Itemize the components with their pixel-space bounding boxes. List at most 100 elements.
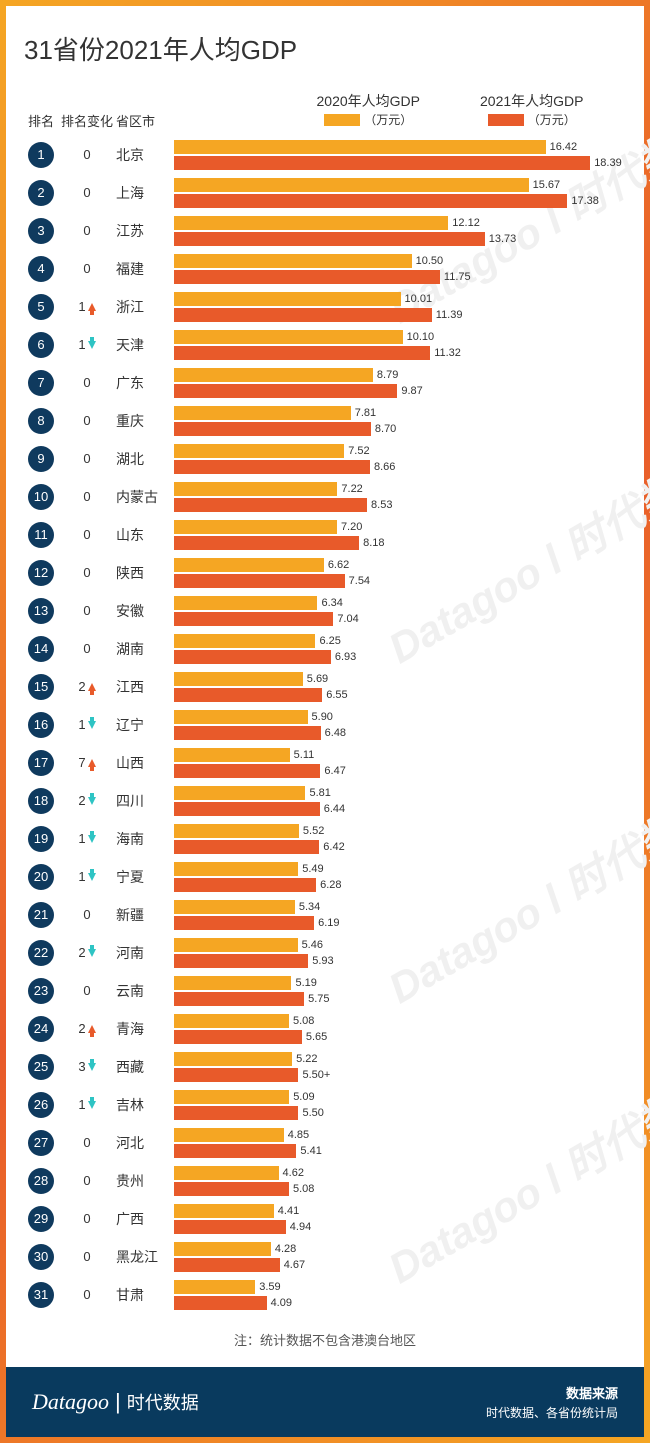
bars-cell: 6.627.54 — [174, 556, 626, 589]
value-2020: 10.50 — [416, 255, 444, 267]
value-2021: 7.04 — [337, 613, 358, 625]
arrow-down-icon — [88, 797, 96, 805]
bars-cell: 4.855.41 — [174, 1126, 626, 1159]
chart-title: 31省份2021年人均GDP — [24, 30, 626, 67]
bar-2020 — [174, 976, 291, 990]
data-row: 310甘肃3.594.09 — [24, 1278, 626, 1311]
rank-change: 2 — [58, 793, 116, 808]
value-2021: 11.75 — [444, 271, 471, 283]
province-name: 陕西 — [116, 563, 174, 583]
column-headers: 排名 排名变化 省区市 — [24, 111, 174, 138]
legend-2020-unit: （万元） — [364, 111, 412, 128]
bar-2021 — [174, 916, 314, 930]
value-2020: 5.19 — [295, 977, 316, 989]
province-name: 内蒙古 — [116, 487, 174, 507]
bar-2020 — [174, 330, 403, 344]
province-name: 河南 — [116, 943, 174, 963]
rank-change: 0 — [58, 147, 116, 162]
legend-2021: 2021年人均GDP （万元） — [480, 91, 583, 128]
value-2020: 10.10 — [407, 331, 435, 343]
province-name: 四川 — [116, 791, 174, 811]
value-2020: 7.52 — [348, 445, 369, 457]
value-2020: 7.20 — [341, 521, 362, 533]
bars-cell: 12.1213.73 — [174, 214, 626, 247]
rank-badge: 21 — [28, 902, 54, 928]
value-2021: 5.93 — [312, 955, 333, 967]
bar-2021 — [174, 1296, 267, 1310]
data-row: 191海南5.526.42 — [24, 822, 626, 855]
bars-cell: 7.208.18 — [174, 518, 626, 551]
province-name: 云南 — [116, 981, 174, 1001]
bar-2021 — [174, 460, 370, 474]
value-2020: 4.28 — [275, 1243, 296, 1255]
arrow-down-icon — [88, 873, 96, 881]
data-row: 110山东7.208.18 — [24, 518, 626, 551]
data-row: 100内蒙古7.228.53 — [24, 480, 626, 513]
data-row: 30江苏12.1213.73 — [24, 214, 626, 247]
rank-change: 0 — [58, 1173, 116, 1188]
value-2020: 5.09 — [293, 1091, 314, 1103]
value-2020: 5.08 — [293, 1015, 314, 1027]
data-row: 70广东8.799.87 — [24, 366, 626, 399]
outer-frame: Datagoo l 时代数据 Datagoo l 时代数据 Datagoo l … — [0, 0, 650, 1443]
data-row: 80重庆7.818.70 — [24, 404, 626, 437]
bars-cell: 10.1011.32 — [174, 328, 626, 361]
data-row: 210新疆5.346.19 — [24, 898, 626, 931]
bars-cell: 4.284.67 — [174, 1240, 626, 1273]
province-name: 湖北 — [116, 449, 174, 469]
arrow-down-icon — [88, 835, 96, 843]
value-2020: 6.34 — [321, 597, 342, 609]
bar-2020 — [174, 1014, 289, 1028]
data-row: 270河北4.855.41 — [24, 1126, 626, 1159]
value-2020: 12.12 — [452, 217, 480, 229]
rank-change: 0 — [58, 565, 116, 580]
rank-badge: 20 — [28, 864, 54, 890]
bar-2020 — [174, 520, 337, 534]
brand-en: Datagoo — [32, 1389, 109, 1415]
bar-2021 — [174, 422, 371, 436]
bar-2020 — [174, 634, 315, 648]
value-2021: 8.70 — [375, 423, 396, 435]
rank-change: 0 — [58, 451, 116, 466]
rank-badge: 15 — [28, 674, 54, 700]
bar-2021 — [174, 1220, 286, 1234]
province-name: 安徽 — [116, 601, 174, 621]
bars-cell: 5.496.28 — [174, 860, 626, 893]
value-2021: 4.09 — [271, 1297, 292, 1309]
rank-badge: 28 — [28, 1168, 54, 1194]
data-row: 182四川5.816.44 — [24, 784, 626, 817]
data-row: 152江西5.696.55 — [24, 670, 626, 703]
province-name: 湖南 — [116, 639, 174, 659]
rank-change: 0 — [58, 1211, 116, 1226]
province-name: 天津 — [116, 335, 174, 355]
bars-cell: 6.256.93 — [174, 632, 626, 665]
value-2021: 11.39 — [436, 309, 463, 321]
bars-cell: 5.346.19 — [174, 898, 626, 931]
rank-change: 0 — [58, 1135, 116, 1150]
rank-change: 7 — [58, 755, 116, 770]
value-2020: 8.79 — [377, 369, 398, 381]
rank-change: 0 — [58, 603, 116, 618]
bars-cell: 5.195.75 — [174, 974, 626, 1007]
data-row: 201宁夏5.496.28 — [24, 860, 626, 893]
bar-2020 — [174, 786, 305, 800]
province-name: 辽宁 — [116, 715, 174, 735]
bar-2021 — [174, 574, 345, 588]
value-2021: 8.18 — [363, 537, 384, 549]
rank-badge: 25 — [28, 1054, 54, 1080]
bar-2021 — [174, 270, 440, 284]
rank-badge: 27 — [28, 1130, 54, 1156]
bars-cell: 16.4218.39 — [174, 138, 626, 171]
bar-2020 — [174, 482, 337, 496]
bars-cell: 4.625.08 — [174, 1164, 626, 1197]
bar-2021 — [174, 840, 319, 854]
bar-2021 — [174, 802, 320, 816]
bars-cell: 5.816.44 — [174, 784, 626, 817]
arrow-down-icon — [88, 1063, 96, 1071]
bar-2021 — [174, 954, 308, 968]
bar-2020 — [174, 1204, 274, 1218]
rank-badge: 5 — [28, 294, 54, 320]
province-name: 北京 — [116, 145, 174, 165]
rank-badge: 26 — [28, 1092, 54, 1118]
bar-2020 — [174, 178, 529, 192]
